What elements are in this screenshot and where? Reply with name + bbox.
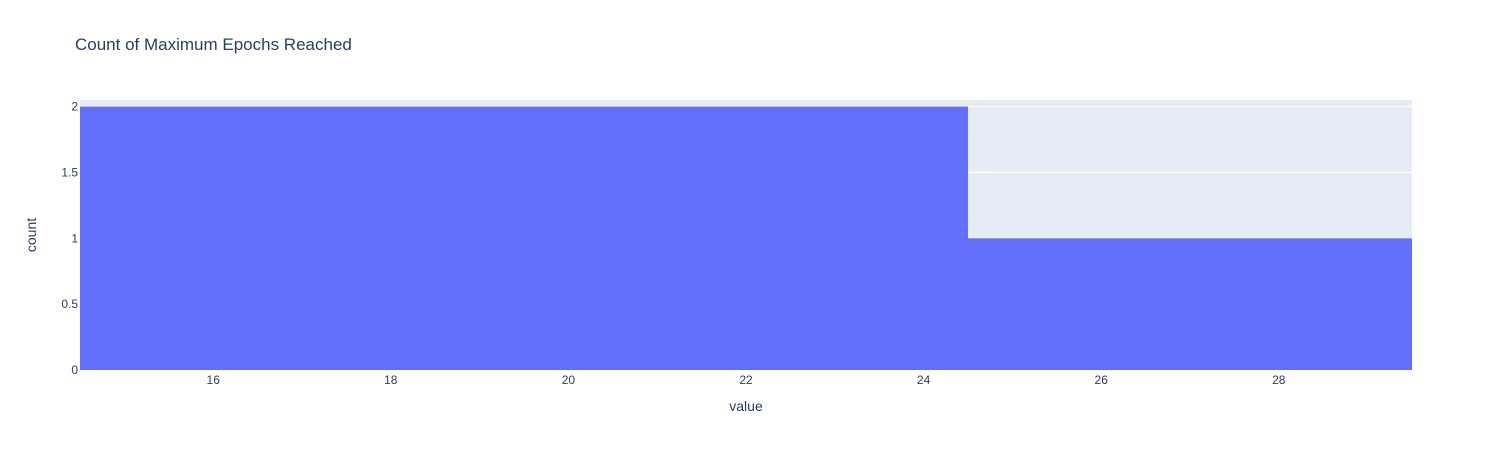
chart-title: Count of Maximum Epochs Reached xyxy=(75,35,352,54)
y-tick-label: 1.5 xyxy=(61,165,78,179)
x-tick-label: 18 xyxy=(384,373,398,387)
x-tick-label: 22 xyxy=(739,373,753,387)
x-tick-label: 26 xyxy=(1095,373,1109,387)
y-axis-title: count xyxy=(23,218,39,252)
y-tick-label: 0.5 xyxy=(61,297,78,311)
x-tick-label: 20 xyxy=(562,373,576,387)
histogram-bar-1[interactable] xyxy=(80,106,968,371)
y-tick-label: 2 xyxy=(71,100,78,114)
y-tick-label: 1 xyxy=(71,231,78,245)
x-tick-label: 24 xyxy=(917,373,931,387)
histogram-bar-2[interactable] xyxy=(968,238,1412,370)
x-tick-label: 16 xyxy=(207,373,221,387)
y-tick-label: 0 xyxy=(71,363,78,377)
y-axis-ticks: 0 0.5 1 1.5 2 xyxy=(61,100,78,377)
bars xyxy=(80,106,1412,371)
x-axis-ticks: 16 18 20 22 24 26 28 xyxy=(207,373,1286,387)
x-tick-label: 28 xyxy=(1272,373,1286,387)
x-axis-title: value xyxy=(729,398,763,414)
